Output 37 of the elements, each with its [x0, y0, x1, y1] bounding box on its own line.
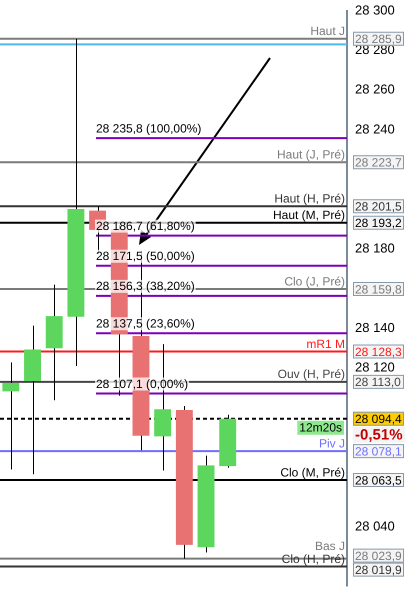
- y-tick-label: 28 285,9: [355, 32, 402, 46]
- text: -0,51%: [355, 426, 403, 444]
- y-tick-label: 28 140: [355, 320, 395, 335]
- y-tick-label: 28 094,4: [355, 412, 402, 426]
- y-tick-label: 28 300: [355, 2, 395, 18]
- y-tick-label: 28 260: [355, 82, 395, 97]
- y-tick-label: 28 120: [355, 360, 395, 375]
- ref-line-label: Haut (H, Pré): [274, 192, 345, 206]
- ref-line-label: 28 137,5 (23,60%): [96, 316, 195, 331]
- annotation: 12m20s: [299, 420, 342, 435]
- y-tick-label: 28 078,1: [355, 444, 402, 458]
- ref-line-label: Haut (J, Pré): [276, 148, 346, 162]
- y-tick-label: 28 019,9: [355, 562, 402, 577]
- y-tick-label: 28 159,8: [355, 282, 402, 296]
- ref-line-label: Clo (M, Pré): [280, 465, 345, 480]
- ref-line-label: 28 235,8 (100,00%): [96, 121, 202, 136]
- y-tick-label: 28 223,7: [355, 156, 402, 170]
- ref-line-label: 28 186,7 (61,80%): [96, 218, 195, 233]
- ref-line-label: 28 171,5 (50,00%): [96, 249, 195, 264]
- y-tick-label: 28 040: [355, 518, 395, 534]
- ref-line-label: Bas J: [314, 538, 345, 553]
- y-tick-label: 28 023,9: [355, 548, 402, 563]
- ref-line-label: Ouv (H, Pré): [278, 367, 345, 382]
- ref-line-label: Clo (J, Pré): [284, 274, 345, 288]
- y-tick-label: 28 193,2: [355, 216, 402, 230]
- y-tick-label: 28 180: [355, 240, 395, 256]
- ref-line-label: Piv J: [318, 436, 345, 450]
- y-tick-label: 28 113,0: [355, 375, 402, 390]
- y-tick-label: 28 128,3: [355, 344, 402, 359]
- y-tick-label: 28 201,5: [355, 200, 402, 214]
- ref-line-label: Haut (M, Pré): [272, 208, 345, 222]
- ref-line-label: Haut J: [310, 24, 345, 38]
- y-tick-label: 28 240: [355, 121, 395, 136]
- ref-line-label: 28 107,1 (0,00%): [96, 376, 188, 391]
- ref-line-label: mR1 M: [306, 336, 345, 351]
- y-tick-label: 28 063,5: [355, 473, 402, 488]
- ref-line-label: 28 156,3 (38,20%): [96, 279, 195, 294]
